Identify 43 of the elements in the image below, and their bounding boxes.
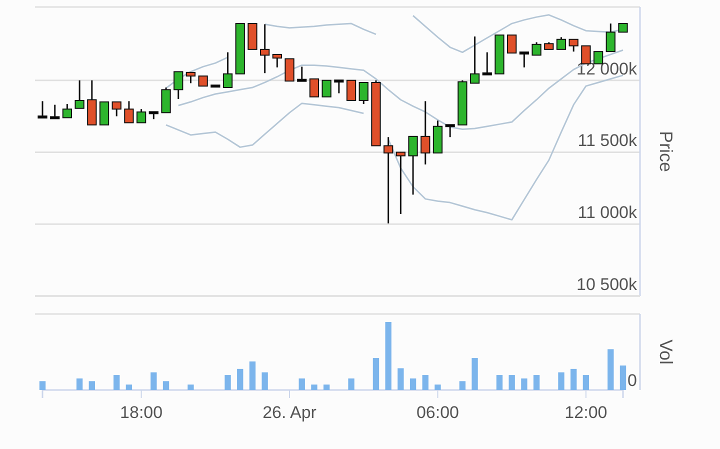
bar <box>298 378 305 390</box>
bar <box>508 375 515 390</box>
bar <box>249 361 256 390</box>
bar <box>410 378 416 390</box>
x-tick-label: 26. Apr <box>262 403 317 422</box>
bar <box>472 358 478 390</box>
bar <box>570 368 577 390</box>
bar <box>311 384 318 390</box>
bar <box>88 381 95 390</box>
x-tick-label: 12:00 <box>564 403 608 422</box>
bar <box>459 381 466 390</box>
bar <box>237 368 244 390</box>
bar <box>434 384 441 390</box>
bar <box>608 349 614 390</box>
y-tick-label: 11 500k <box>578 131 638 150</box>
bar <box>76 378 83 390</box>
x-tick-label: 06:00 <box>416 403 460 422</box>
bar <box>398 368 404 390</box>
text: 0 <box>628 371 637 390</box>
bar <box>114 375 120 390</box>
bar <box>262 372 268 390</box>
bar <box>188 384 194 390</box>
bar <box>348 378 354 390</box>
bar <box>126 384 132 390</box>
bar <box>620 366 626 390</box>
bar <box>224 375 231 390</box>
y-axis-title: Price <box>656 130 676 172</box>
bar <box>558 372 564 390</box>
bar <box>582 375 590 390</box>
bar <box>323 384 330 390</box>
bar <box>533 375 540 390</box>
bar <box>385 322 392 390</box>
bar <box>422 375 428 390</box>
y-tick-label: 11 000k <box>578 203 638 222</box>
x-tick-label: 18:00 <box>120 403 163 422</box>
bar <box>372 358 380 390</box>
bar <box>150 372 157 390</box>
bar <box>521 378 528 390</box>
y-axis-title: Vol <box>656 339 676 365</box>
bar <box>496 375 503 390</box>
bar <box>39 381 46 390</box>
y-tick-label: 10 500k <box>576 275 638 294</box>
bar <box>162 381 170 390</box>
